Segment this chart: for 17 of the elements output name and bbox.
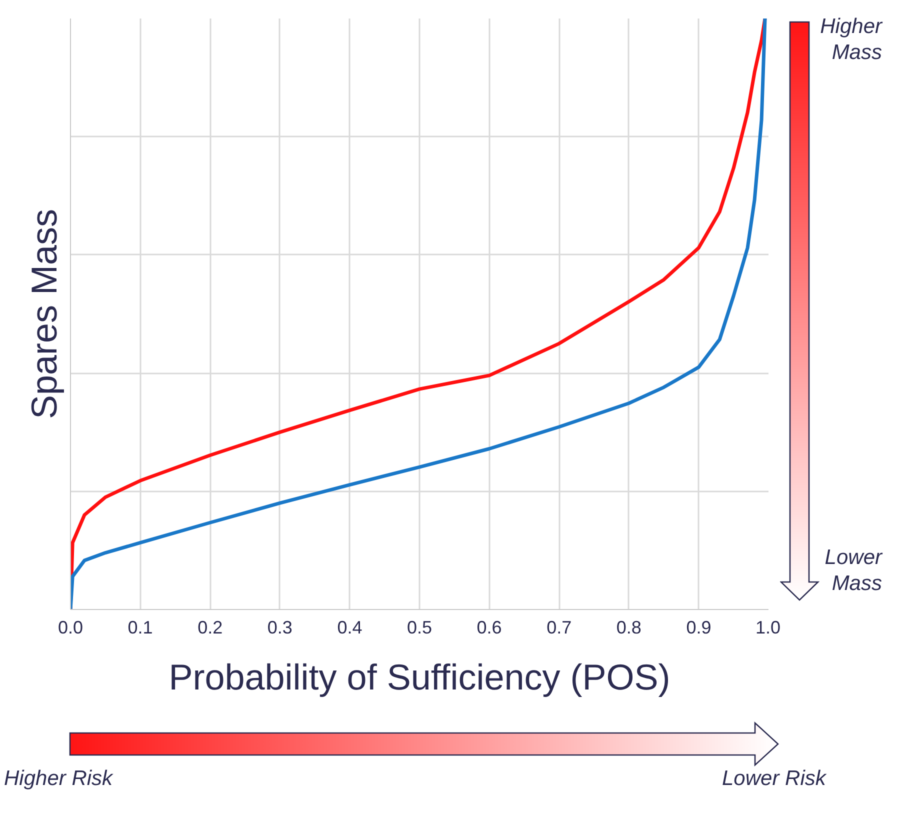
x-tick-label: 0.3	[267, 618, 292, 638]
x-tick-label: 0.5	[406, 618, 432, 638]
x-tick-label: 0.1	[128, 618, 153, 638]
y-axis-title: Spares Mass	[24, 208, 64, 420]
x-tick-label: 0.6	[476, 618, 502, 638]
text: Higher Risk	[4, 766, 113, 792]
x-tick-label: 0.2	[198, 618, 223, 638]
x-tick-label: 0.9	[686, 618, 712, 638]
x-axis-title: Probability of Sufficiency (POS)	[168, 656, 670, 698]
text: Lower Risk	[722, 766, 826, 792]
x-tick-label: 0.7	[546, 618, 572, 638]
x-tick-label: 1.0	[755, 618, 781, 638]
text: Higher Mass	[819, 14, 882, 66]
x-tick-label: 0.4	[337, 618, 362, 638]
x-tick-label: 0.0	[58, 618, 84, 638]
text: Lower Mass	[824, 545, 882, 598]
x-tick-label: 0.8	[616, 618, 642, 638]
